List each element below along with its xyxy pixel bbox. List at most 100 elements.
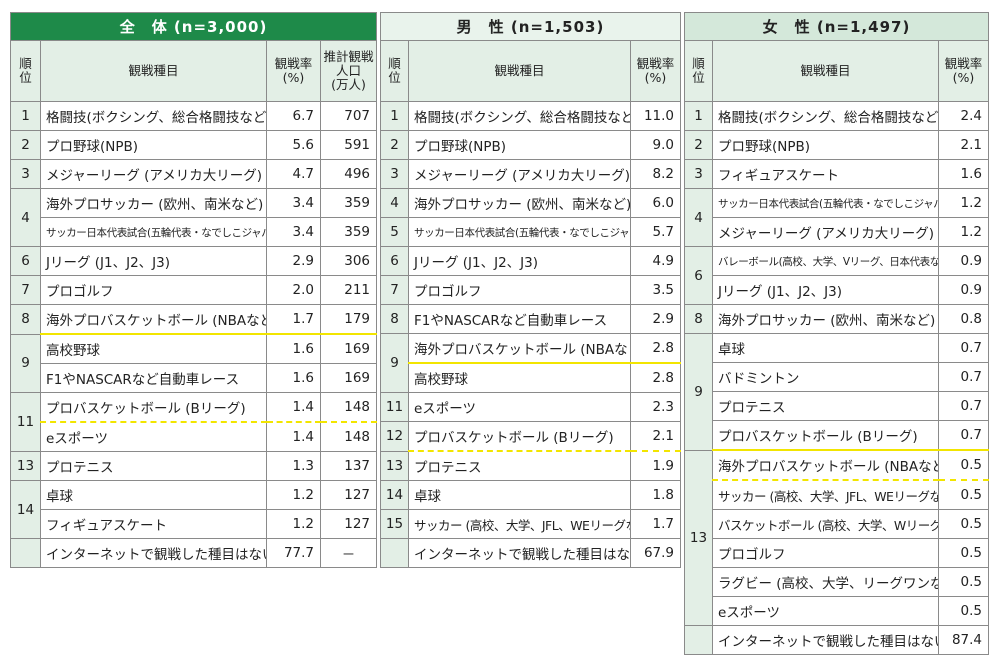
pop-cell: 169 bbox=[319, 363, 378, 393]
rank-cell-blank bbox=[10, 538, 41, 568]
rank-cell: 6 bbox=[380, 246, 409, 276]
none-item-cell: インターネットで観戦した種目はない bbox=[408, 538, 631, 568]
none-item-cell: インターネットで観戦した種目はない bbox=[40, 538, 267, 568]
item-cell: メジャーリーグ (アメリカ大リーグ) bbox=[40, 159, 267, 189]
item-cell: バレーボール(高校、大学、Vリーグ、日本代表など) bbox=[712, 246, 939, 276]
pop-cell: 306 bbox=[319, 246, 378, 276]
rank-cell: 14 bbox=[380, 480, 409, 510]
item-cell: Jリーグ (J1、J2、J3) bbox=[408, 246, 631, 276]
rate-cell: 1.4 bbox=[266, 392, 321, 423]
rate-cell: 1.6 bbox=[266, 363, 321, 393]
rank-cell: 1 bbox=[684, 101, 713, 131]
rank-cell: 3 bbox=[10, 159, 41, 189]
rank-cell-blank bbox=[380, 538, 409, 568]
item-cell: 高校野球 bbox=[408, 362, 631, 393]
item-cell: 海外プロバスケットボール (NBAなど) bbox=[40, 304, 267, 335]
panel-male: 男 性 (n=1,503) 順位 観戦種目 観戦率 (%) 1 格闘技(ボクシング、… bbox=[380, 12, 681, 568]
rate-cell: 3.4 bbox=[266, 188, 321, 218]
item-cell: eスポーツ bbox=[408, 392, 631, 422]
header-item: 観戦種目 bbox=[408, 40, 631, 102]
rank-cell: 9 bbox=[684, 333, 713, 451]
item-cell: プロ野球(NPB) bbox=[408, 130, 631, 160]
rank-cell: 8 bbox=[684, 304, 713, 334]
rank-cell: 13 bbox=[10, 451, 41, 481]
item-cell: サッカー日本代表試合(五輪代表・なでしこジャパン含む) bbox=[712, 188, 939, 218]
pop-cell: 179 bbox=[319, 304, 378, 335]
table-female: 女 性 (n=1,497) 順位 観戦種目 観戦率 (%) 1 格闘技(ボクシング、… bbox=[684, 12, 989, 655]
rate-cell: 0.5 bbox=[938, 596, 989, 626]
item-cell: バドミントン bbox=[712, 362, 939, 392]
table-male: 男 性 (n=1,503) 順位 観戦種目 観戦率 (%) 1 格闘技(ボクシング、… bbox=[380, 12, 681, 568]
pop-cell: 127 bbox=[319, 480, 378, 510]
rate-cell: 0.5 bbox=[938, 567, 989, 597]
header-rate: 観戦率 (%) bbox=[630, 40, 681, 102]
item-cell: プロバスケットボール (Bリーグ) bbox=[408, 421, 631, 452]
header-rank: 順位 bbox=[684, 40, 713, 102]
pop-cell: 707 bbox=[319, 101, 378, 131]
rank-cell: 13 bbox=[684, 449, 713, 626]
rate-cell: 0.5 bbox=[938, 509, 989, 539]
rate-cell: 1.2 bbox=[938, 217, 989, 247]
pop-cell: 137 bbox=[319, 451, 378, 481]
item-cell: サッカー日本代表試合(五輪代表・なでしこジャパン含む) bbox=[408, 217, 631, 247]
rank-cell-blank bbox=[684, 625, 713, 655]
rate-cell: 0.5 bbox=[938, 449, 989, 481]
rate-cell: 0.8 bbox=[938, 304, 989, 334]
rank-cell: 1 bbox=[380, 101, 409, 131]
rank-cell: 15 bbox=[380, 509, 409, 539]
rate-cell: 1.7 bbox=[630, 509, 681, 539]
rate-cell: 0.7 bbox=[938, 362, 989, 392]
rate-cell: 1.2 bbox=[266, 509, 321, 539]
item-cell: eスポーツ bbox=[40, 421, 267, 452]
rank-cell: 4 bbox=[380, 188, 409, 218]
rate-cell: 2.0 bbox=[266, 275, 321, 305]
item-cell: プロバスケットボール (Bリーグ) bbox=[712, 420, 939, 451]
rate-cell: 2.1 bbox=[630, 421, 681, 452]
header-rate: 観戦率 (%) bbox=[266, 40, 321, 102]
rate-cell: 0.9 bbox=[938, 246, 989, 276]
rate-cell: 0.7 bbox=[938, 333, 989, 363]
rank-cell: 7 bbox=[380, 275, 409, 305]
rank-cell: 11 bbox=[380, 392, 409, 422]
rate-cell: 0.9 bbox=[938, 275, 989, 305]
item-cell: Jリーグ (J1、J2、J3) bbox=[712, 275, 939, 305]
item-cell: 海外プロサッカー (欧州、南米など) bbox=[408, 188, 631, 218]
rank-cell: 3 bbox=[380, 159, 409, 189]
item-cell: サッカー日本代表試合(五輪代表・なでしこジャパン含む) bbox=[40, 217, 267, 247]
header-rate: 観戦率 (%) bbox=[938, 40, 989, 102]
item-cell: プロゴルフ bbox=[408, 275, 631, 305]
rank-cell: 8 bbox=[380, 304, 409, 334]
rank-cell: 3 bbox=[684, 159, 713, 189]
item-cell: 格闘技(ボクシング、総合格闘技など) bbox=[712, 101, 939, 131]
rate-cell: 2.8 bbox=[630, 362, 681, 393]
rate-cell: 0.7 bbox=[938, 391, 989, 421]
item-cell: プロテニス bbox=[40, 451, 267, 481]
item-cell: プロ野球(NPB) bbox=[40, 130, 267, 160]
rate-cell: 1.8 bbox=[630, 480, 681, 510]
rate-cell: 6.0 bbox=[630, 188, 681, 218]
item-cell: 格闘技(ボクシング、総合格闘技など) bbox=[40, 101, 267, 131]
rate-cell: 0.7 bbox=[938, 420, 989, 451]
item-cell: 卓球 bbox=[40, 480, 267, 510]
item-cell: メジャーリーグ (アメリカ大リーグ) bbox=[712, 217, 939, 247]
header-rank: 順位 bbox=[10, 40, 41, 102]
pop-cell: 591 bbox=[319, 130, 378, 160]
rate-cell: 1.7 bbox=[266, 304, 321, 335]
item-cell: F1やNASCARなど自動車レース bbox=[408, 304, 631, 334]
pop-cell: 148 bbox=[319, 421, 378, 452]
item-cell: 卓球 bbox=[712, 333, 939, 363]
rank-cell: 14 bbox=[10, 480, 41, 539]
item-cell: 海外プロサッカー (欧州、南米など) bbox=[712, 304, 939, 334]
pop-cell: 127 bbox=[319, 509, 378, 539]
item-cell: メジャーリーグ (アメリカ大リーグ) bbox=[408, 159, 631, 189]
rank-cell: 6 bbox=[10, 246, 41, 276]
item-cell: サッカー (高校、大学、JFL、WEリーグなど) bbox=[408, 509, 631, 539]
rate-cell: 2.4 bbox=[938, 101, 989, 131]
rate-cell: 2.8 bbox=[630, 333, 681, 364]
item-cell: 卓球 bbox=[408, 480, 631, 510]
header-item: 観戦種目 bbox=[712, 40, 939, 102]
rank-cell: 9 bbox=[10, 333, 41, 393]
pop-cell: 359 bbox=[319, 188, 378, 218]
item-cell: バスケットボール (高校、大学、Wリーグなど) bbox=[712, 509, 939, 539]
rank-cell: 8 bbox=[10, 304, 41, 335]
